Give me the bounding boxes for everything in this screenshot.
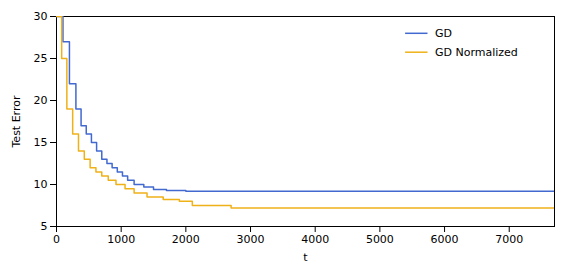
svg-text:5000: 5000 xyxy=(366,233,394,246)
svg-text:15: 15 xyxy=(34,136,48,149)
svg-text:6000: 6000 xyxy=(431,233,459,246)
svg-text:1000: 1000 xyxy=(107,233,135,246)
svg-text:10: 10 xyxy=(34,178,48,191)
svg-text:Test Error: Test Error xyxy=(10,95,23,148)
svg-text:t: t xyxy=(303,251,308,264)
svg-text:7000: 7000 xyxy=(495,233,523,246)
svg-text:5: 5 xyxy=(41,220,48,233)
svg-text:2000: 2000 xyxy=(172,233,200,246)
svg-text:0: 0 xyxy=(53,233,60,246)
svg-text:GD Normalized: GD Normalized xyxy=(435,46,518,59)
svg-text:20: 20 xyxy=(34,94,48,107)
svg-text:GD: GD xyxy=(435,27,452,40)
svg-text:25: 25 xyxy=(34,52,48,65)
svg-text:4000: 4000 xyxy=(301,233,329,246)
svg-text:30: 30 xyxy=(34,10,48,23)
svg-text:3000: 3000 xyxy=(237,233,265,246)
